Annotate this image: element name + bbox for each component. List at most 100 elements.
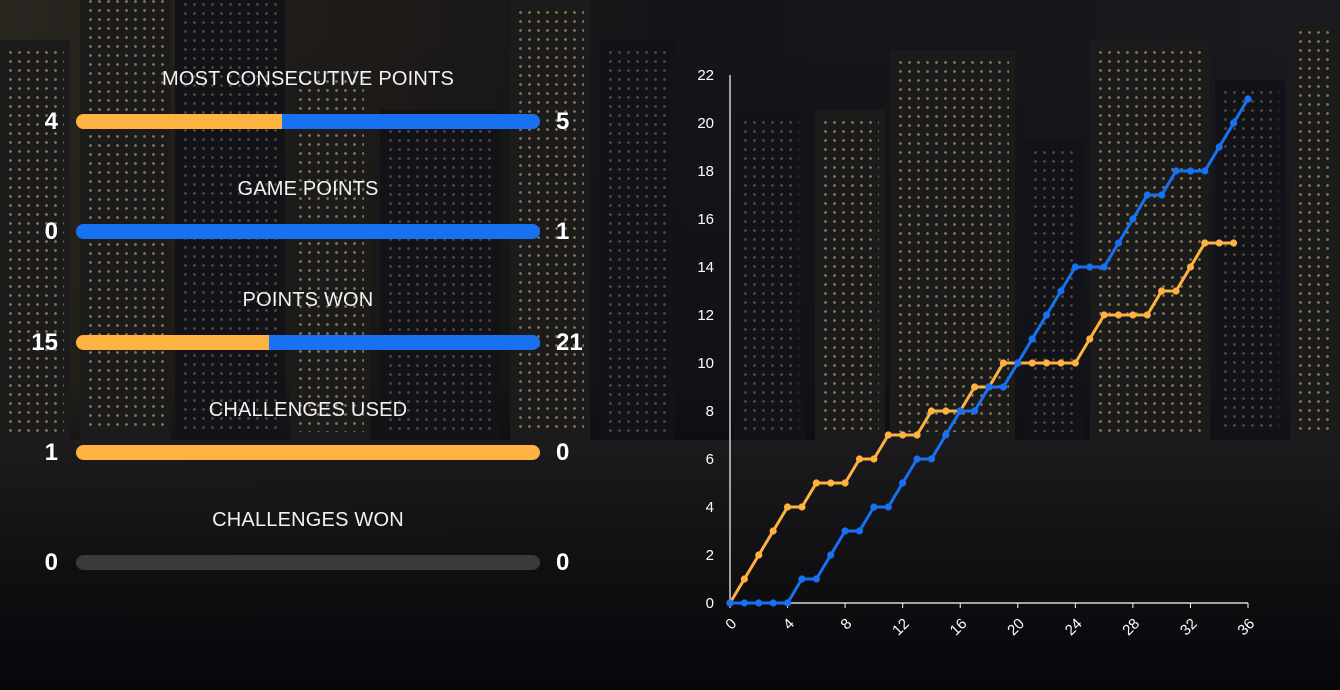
building xyxy=(815,110,885,440)
chart-series xyxy=(726,95,1252,607)
stat-left-value: 15 xyxy=(31,329,58,356)
building xyxy=(175,0,285,440)
data-point xyxy=(884,431,892,439)
data-point xyxy=(1143,191,1151,199)
data-point xyxy=(927,407,936,415)
stat-right-value: 1 xyxy=(556,218,570,245)
data-point xyxy=(1100,311,1108,319)
comparison-bar xyxy=(76,224,540,239)
data-point xyxy=(1215,239,1223,247)
x-tick-label: 28 xyxy=(1119,615,1143,639)
x-tick-label: 16 xyxy=(947,615,971,639)
data-point xyxy=(841,479,849,487)
data-point xyxy=(1028,359,1036,367)
comparison-bar xyxy=(76,335,540,350)
data-point xyxy=(755,599,763,607)
data-point xyxy=(913,455,921,463)
data-point xyxy=(1186,263,1195,271)
data-point xyxy=(827,479,835,487)
data-point xyxy=(971,383,979,391)
data-point xyxy=(899,431,907,439)
x-tick-label: 36 xyxy=(1234,615,1258,639)
data-point xyxy=(884,503,892,511)
stat-left-value: 1 xyxy=(44,439,58,466)
x-tick-label: 8 xyxy=(837,615,855,633)
data-point xyxy=(841,527,849,535)
x-tick-label: 0 xyxy=(722,615,740,633)
stat-title: POINTS WON xyxy=(242,289,374,311)
data-point xyxy=(1114,311,1123,319)
data-point xyxy=(1086,335,1094,343)
x-tick-label: 20 xyxy=(1004,615,1028,639)
y-tick-label: 4 xyxy=(706,499,714,516)
y-tick-label: 10 xyxy=(697,355,714,372)
y-tick-label: 14 xyxy=(697,259,714,276)
data-point xyxy=(870,503,878,511)
data-point xyxy=(798,503,806,511)
stat-challenges-used: CHALLENGES USED 1 0 xyxy=(0,399,600,509)
data-point xyxy=(870,455,878,463)
data-point xyxy=(1014,359,1022,367)
data-point xyxy=(1028,335,1036,343)
data-point xyxy=(1158,287,1166,295)
building xyxy=(510,0,590,440)
building xyxy=(1290,20,1340,440)
stat-right-value: 0 xyxy=(556,549,570,576)
data-point xyxy=(1230,239,1238,247)
x-tick-label: 4 xyxy=(780,615,798,633)
data-point xyxy=(985,383,993,391)
building xyxy=(80,0,170,440)
comparison-bar xyxy=(76,114,540,129)
y-tick-label: 2 xyxy=(706,547,714,564)
bar-right-segment xyxy=(282,114,540,129)
data-point xyxy=(1172,167,1180,175)
stat-title: CHALLENGES WON xyxy=(212,509,404,531)
data-point xyxy=(1114,239,1123,247)
bar-left-segment xyxy=(76,114,283,129)
data-point xyxy=(1172,287,1180,295)
data-point xyxy=(812,575,820,583)
building xyxy=(1090,40,1210,440)
x-tick-label: 32 xyxy=(1177,615,1201,639)
data-point xyxy=(740,599,748,607)
building xyxy=(735,110,805,440)
data-point xyxy=(1143,311,1151,319)
data-point xyxy=(1244,95,1252,103)
data-point xyxy=(971,407,979,415)
data-point xyxy=(769,527,777,535)
y-tick-label: 0 xyxy=(706,595,714,612)
data-point xyxy=(855,527,864,535)
data-point xyxy=(783,599,792,607)
data-point xyxy=(1129,215,1137,223)
data-point xyxy=(1201,239,1209,247)
data-point xyxy=(1057,287,1065,295)
data-point xyxy=(942,407,950,415)
bar-right-segment xyxy=(76,224,540,239)
stat-right-value: 5 xyxy=(556,108,570,135)
data-point xyxy=(1042,359,1051,367)
data-point xyxy=(798,575,806,583)
data-point xyxy=(1071,263,1079,271)
data-point xyxy=(783,503,792,511)
y-tick-label: 8 xyxy=(706,403,714,420)
y-tick-label: 12 xyxy=(697,307,714,324)
series-line-2 xyxy=(730,98,1250,605)
y-tick-label: 6 xyxy=(706,451,714,468)
data-point xyxy=(1215,143,1223,151)
data-point xyxy=(1057,359,1065,367)
series-line-1 xyxy=(728,241,1234,604)
x-tick-label: 12 xyxy=(889,615,913,639)
bar-left-segment xyxy=(76,335,270,350)
stat-left-value: 0 xyxy=(44,218,58,245)
y-tick-label: 22 xyxy=(697,67,714,84)
stat-right-value: 0 xyxy=(556,439,570,466)
stat-title: GAME POINTS xyxy=(237,178,379,200)
stat-challenges-won: CHALLENGES WON 0 0 xyxy=(0,509,600,619)
data-point xyxy=(755,551,763,559)
comparison-bar xyxy=(76,555,540,570)
data-point xyxy=(1158,191,1166,199)
data-point xyxy=(1071,359,1079,367)
stat-points-won: POINTS WON 15 21 xyxy=(0,289,600,399)
data-point xyxy=(927,455,936,463)
stat-left-value: 4 xyxy=(44,108,58,135)
